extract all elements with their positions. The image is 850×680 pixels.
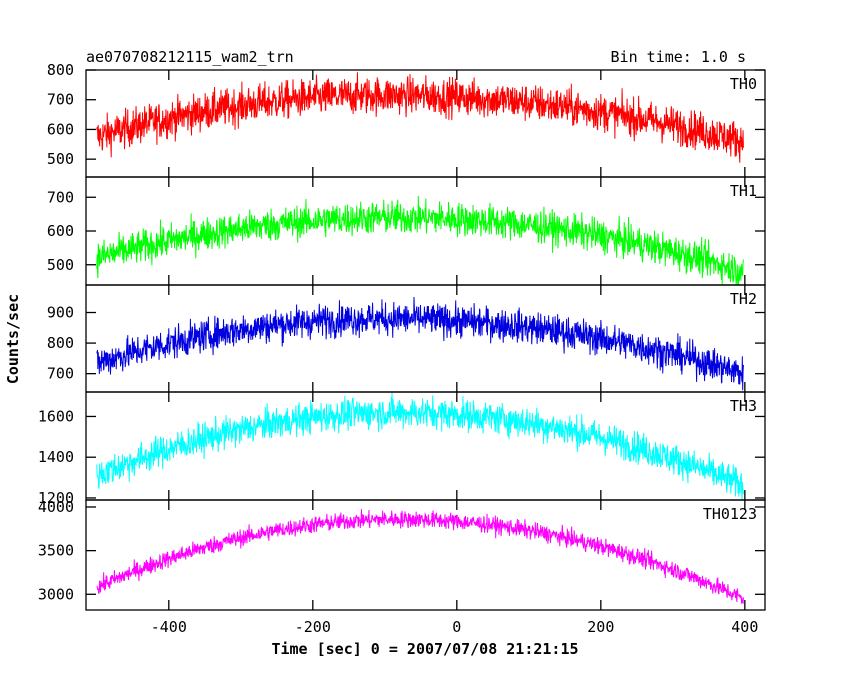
y-tick-label: 3500 (38, 542, 74, 560)
y-tick-label: 3000 (38, 585, 74, 603)
panel-frame-th2 (85, 284, 766, 393)
y-tick-label: 500 (47, 256, 74, 274)
y-axis-label: Counts/sec (4, 294, 22, 384)
data-series-th3 (96, 392, 744, 501)
panel-label-th3: TH3 (730, 397, 757, 415)
x-tick-label: 400 (731, 618, 758, 636)
data-series-th0 (96, 72, 744, 163)
y-tick-label: 700 (47, 91, 74, 109)
data-series-th0123 (96, 509, 744, 605)
y-tick-label: 4000 (38, 498, 74, 516)
data-series-th2 (96, 296, 744, 391)
y-tick-label: 800 (47, 61, 74, 79)
panel-label-th2: TH2 (730, 290, 757, 308)
panel-label-th0123: TH0123 (703, 505, 757, 523)
x-tick-label: 200 (587, 618, 614, 636)
bin-time-label: Bin time: 1.0 s (611, 48, 746, 66)
y-tick-label: 1200 (38, 489, 74, 507)
y-tick-label: 700 (47, 365, 74, 383)
y-tick-label: 600 (47, 120, 74, 138)
y-tick-label: 1600 (38, 407, 74, 425)
x-tick-label: 0 (452, 618, 461, 636)
plot-title: ae070708212115_wam2_trn (86, 48, 294, 66)
panels-group: TH0 500 600 700 800 TH1 500 600 700 TH2 700 800 900 T… (38, 61, 766, 636)
panel-label-th1: TH1 (730, 182, 757, 200)
panel-frame-th0123 (85, 499, 766, 611)
y-tick-label: 900 (47, 304, 74, 322)
panel-label-th0: TH0 (730, 75, 757, 93)
x-tick-label: -200 (295, 618, 331, 636)
x-axis-label: Time [sec] 0 = 2007/07/08 21:21:15 (271, 640, 578, 658)
y-tick-label: 600 (47, 222, 74, 240)
panel-frame-th1 (85, 176, 766, 286)
data-series-th1 (96, 196, 744, 286)
y-tick-label: 500 (47, 150, 74, 168)
x-tick-label: -400 (151, 618, 187, 636)
y-tick-label: 700 (47, 188, 74, 206)
y-tick-label: 1400 (38, 448, 74, 466)
y-tick-label: 800 (47, 334, 74, 352)
